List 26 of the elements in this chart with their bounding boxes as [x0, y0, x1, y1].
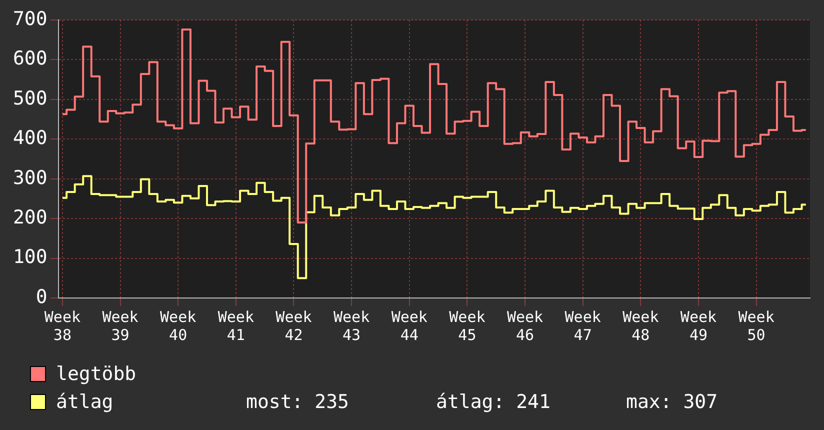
y-tick-label: 600: [12, 48, 48, 70]
x-tick-label: Week 43: [333, 308, 370, 344]
y-tick-label: 400: [12, 127, 48, 150]
y-tick-label: 0: [36, 286, 48, 308]
x-tick-label: Week 42: [276, 308, 312, 344]
x-tick-label: Week 47: [564, 308, 601, 344]
text: átlag: 241: [436, 391, 552, 413]
x-tick-label: Week 49: [680, 308, 717, 344]
legend-label: legtöbb: [56, 363, 138, 385]
x-tick-label: Week 46: [506, 308, 544, 344]
x-tick-label: Week 44: [391, 308, 428, 344]
y-tick-label: 200: [12, 206, 48, 229]
y-tick-label: 500: [12, 87, 48, 110]
legend-label: átlag: [56, 391, 114, 413]
y-tick-label: 700: [12, 8, 48, 30]
x-tick-label: Week 38: [44, 308, 81, 344]
x-tick-label: Week 41: [218, 308, 254, 344]
text: most: 235: [246, 391, 350, 413]
text: max: 307: [626, 391, 719, 413]
x-tick-label: Week 48: [622, 308, 659, 344]
x-tick-label: Week 50: [738, 308, 774, 344]
x-tick-label: Week 45: [449, 308, 486, 344]
y-tick-label: 300: [12, 166, 48, 189]
x-tick-label: Week 39: [102, 308, 138, 344]
x-tick-label: Week 40: [160, 308, 196, 344]
y-tick-label: 100: [12, 246, 48, 268]
